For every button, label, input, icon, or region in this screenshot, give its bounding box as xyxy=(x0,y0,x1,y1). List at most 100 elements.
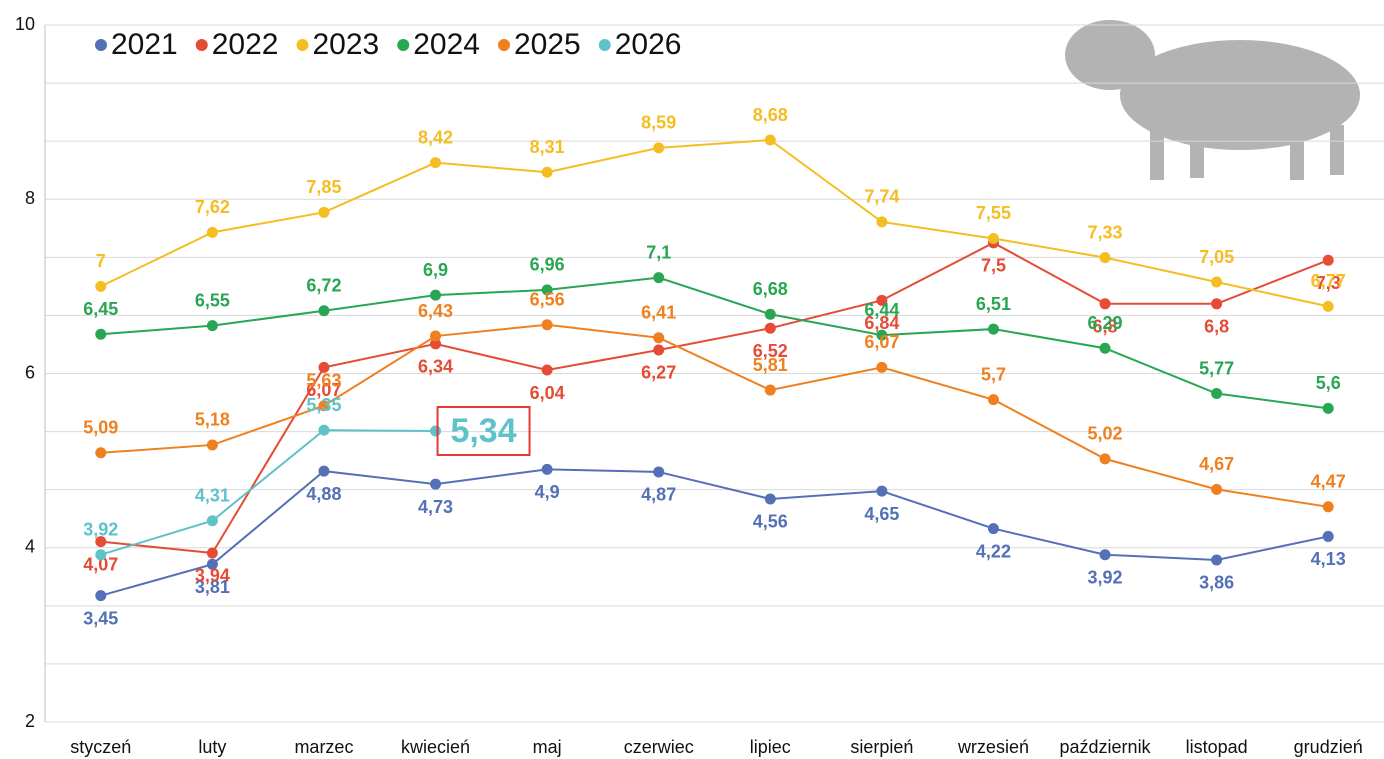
series-line xyxy=(101,140,1328,306)
data-point xyxy=(1100,252,1111,263)
x-tick-label: kwiecień xyxy=(401,737,470,757)
x-tick-label: listopad xyxy=(1186,737,1248,757)
data-point xyxy=(207,227,218,238)
data-point xyxy=(1323,501,1334,512)
legend-label: 2026 xyxy=(615,28,682,61)
legend-label: 2021 xyxy=(111,28,178,61)
data-point xyxy=(95,447,106,458)
data-label: 8,68 xyxy=(753,105,788,125)
y-tick-label: 10 xyxy=(15,14,35,34)
data-label: 7,1 xyxy=(646,242,671,262)
data-label: 4,31 xyxy=(195,485,230,505)
data-point xyxy=(542,365,553,376)
legend-label: 2024 xyxy=(413,28,480,61)
data-label: 8,59 xyxy=(641,113,676,133)
data-point xyxy=(542,464,553,475)
y-tick-label: 2 xyxy=(25,711,35,731)
legend-marker xyxy=(397,39,409,51)
data-point xyxy=(988,394,999,405)
data-label: 6,51 xyxy=(976,294,1011,314)
data-label: 7,74 xyxy=(864,187,899,207)
legend-marker xyxy=(297,39,309,51)
data-label: 5,35 xyxy=(306,395,341,415)
data-label: 6,43 xyxy=(418,301,453,321)
data-label: 6,68 xyxy=(753,279,788,299)
data-point xyxy=(207,515,218,526)
x-tick-label: luty xyxy=(198,737,226,757)
data-label: 7 xyxy=(96,251,106,271)
data-label: 4,47 xyxy=(1311,472,1346,492)
legend-marker xyxy=(498,39,510,51)
data-point xyxy=(430,331,441,342)
data-label: 4,13 xyxy=(1311,549,1346,569)
legend-marker xyxy=(196,39,208,51)
data-point xyxy=(207,547,218,558)
legend-label: 2023 xyxy=(313,28,380,61)
data-point xyxy=(876,216,887,227)
data-label: 5,18 xyxy=(195,410,230,430)
data-label: 7,5 xyxy=(981,256,1006,276)
series-line xyxy=(101,469,1328,595)
data-point xyxy=(876,362,887,373)
data-label: 6,44 xyxy=(864,300,899,320)
data-point xyxy=(1211,298,1222,309)
data-point xyxy=(95,590,106,601)
data-label: 6,34 xyxy=(418,357,453,377)
series: 4,073,946,076,346,046,276,526,847,56,86,… xyxy=(83,237,1340,585)
data-label: 5,81 xyxy=(753,355,788,375)
data-point xyxy=(207,320,218,331)
data-point xyxy=(542,319,553,330)
data-label: 7,85 xyxy=(306,177,341,197)
data-point xyxy=(95,281,106,292)
data-point xyxy=(653,272,664,283)
data-label: 5,02 xyxy=(1088,424,1123,444)
data-point xyxy=(765,385,776,396)
y-tick-label: 4 xyxy=(25,537,35,557)
data-point xyxy=(1100,343,1111,354)
data-point xyxy=(653,466,664,477)
data-point xyxy=(876,486,887,497)
highlight-label: 5,34 xyxy=(450,412,516,450)
legend-label: 2022 xyxy=(212,28,279,61)
data-point xyxy=(318,466,329,477)
data-label: 7,05 xyxy=(1199,247,1234,267)
data-label: 6,27 xyxy=(641,363,676,383)
data-point xyxy=(318,207,329,218)
series: 3,92 4,31 5,35 5,34 xyxy=(83,395,529,560)
data-label: 5,6 xyxy=(1316,373,1341,393)
data-label: 4,67 xyxy=(1199,454,1234,474)
legend-label: 2025 xyxy=(514,28,581,61)
data-label: 4,88 xyxy=(306,484,341,504)
data-label: 4,73 xyxy=(418,497,453,517)
data-label: 4,56 xyxy=(753,512,788,532)
data-point xyxy=(1211,484,1222,495)
data-label: 6,07 xyxy=(864,332,899,352)
series-line xyxy=(101,243,1328,553)
data-point xyxy=(1323,531,1334,542)
data-label: 4,9 xyxy=(535,482,560,502)
data-point xyxy=(988,233,999,244)
data-label: 8,42 xyxy=(418,127,453,147)
data-point xyxy=(1323,301,1334,312)
data-point xyxy=(1211,277,1222,288)
legend-marker xyxy=(95,39,107,51)
data-label: 7,62 xyxy=(195,197,230,217)
data-point xyxy=(95,329,106,340)
data-point xyxy=(765,309,776,320)
data-point xyxy=(1211,388,1222,399)
data-label: 3,86 xyxy=(1199,573,1234,593)
x-tick-label: maj xyxy=(533,737,562,757)
series-line xyxy=(101,278,1328,409)
data-label: 3,92 xyxy=(83,519,118,539)
data-label: 6,04 xyxy=(530,383,565,403)
x-tick-label: październik xyxy=(1060,737,1152,757)
data-label: 5,63 xyxy=(306,370,341,390)
x-tick-label: sierpień xyxy=(850,737,913,757)
y-tick-label: 8 xyxy=(25,188,35,208)
data-point xyxy=(653,332,664,343)
chart: 246810styczeńlutymarzeckwiecieńmajczerwi… xyxy=(0,0,1384,759)
data-point xyxy=(653,344,664,355)
data-label: 5,77 xyxy=(1199,358,1234,378)
data-label: 6,45 xyxy=(83,299,118,319)
data-label: 8,31 xyxy=(530,137,565,157)
